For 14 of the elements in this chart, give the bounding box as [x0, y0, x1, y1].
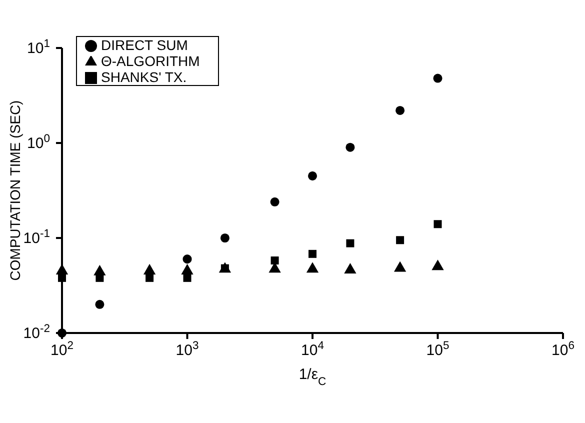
x-tick-label: 10$^{4}$ — [301, 340, 324, 359]
y-axis-title: COMPUTATION TIME (SEC) — [7, 100, 23, 281]
legend-label: DIRECT SUM — [101, 37, 188, 53]
y-tick-label: 10$^{0}$ — [27, 133, 50, 152]
x-axis-title: 1/ε$_{C}$ — [298, 366, 326, 388]
y-tick-label: 10$^{-1}$ — [23, 228, 50, 247]
x-tick-label: 10$^{2}$ — [50, 340, 74, 359]
y-tick-label: 10$^{1}$ — [27, 38, 50, 57]
x-tick-label: 10$^{6}$ — [552, 340, 574, 359]
legend-label: Θ-ALGORITHM — [101, 53, 200, 69]
legend-label: SHANKS' TX. — [101, 69, 187, 85]
x-tick-label: 10$^{3}$ — [176, 340, 199, 359]
y-tick-label: 10$^{-2}$ — [23, 323, 50, 342]
x-tick-label: 10$^{5}$ — [426, 340, 450, 359]
